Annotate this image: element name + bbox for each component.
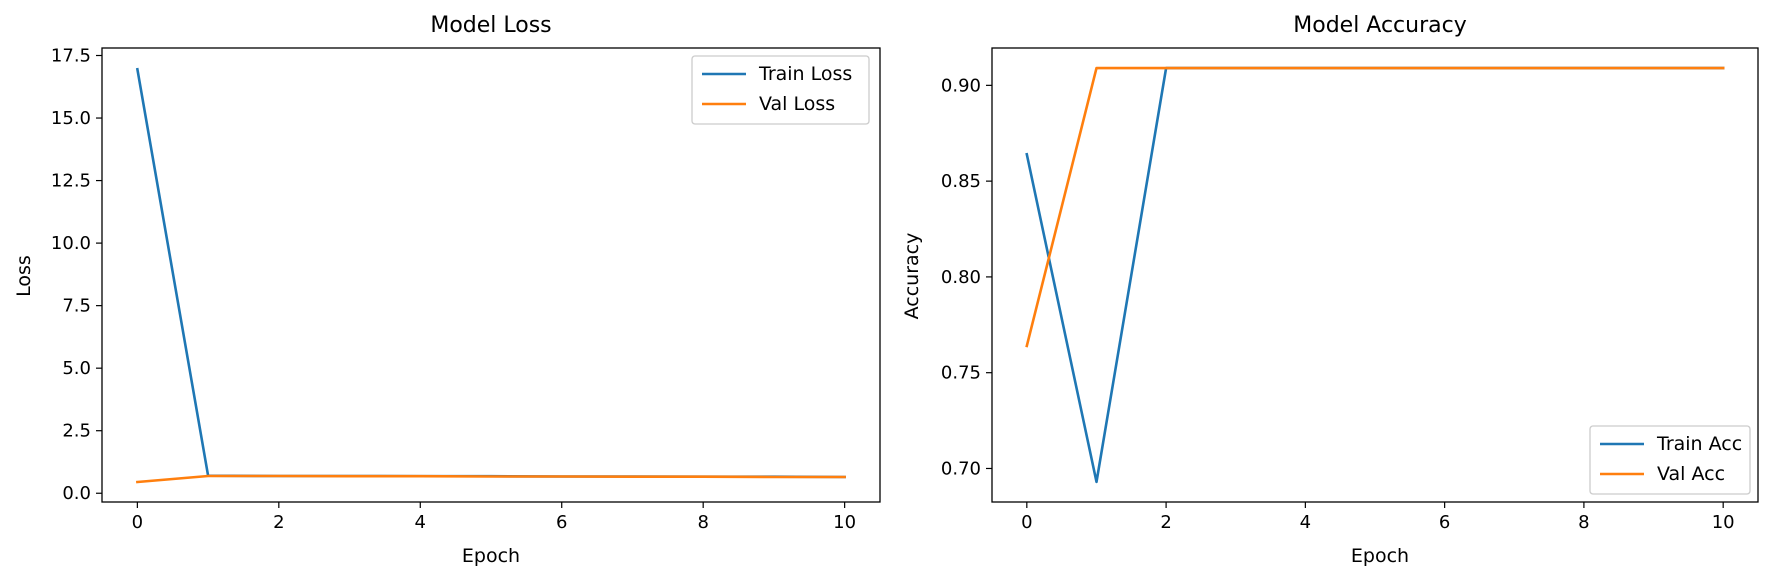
- accuracy-x-tick-label: 6: [1439, 512, 1450, 533]
- accuracy-x-tick-label: 0: [1021, 512, 1032, 533]
- accuracy-y-tick-label: 0.80: [941, 267, 981, 288]
- accuracy-x-tick-label: 2: [1160, 512, 1171, 533]
- loss-y-tick-label: 10.0: [51, 233, 91, 254]
- loss-x-tick-label: 8: [697, 512, 708, 533]
- accuracy-x-tick-label: 4: [1300, 512, 1311, 533]
- accuracy-x-axis-label: Epoch: [1351, 545, 1409, 567]
- accuracy-series: [1025, 66, 1725, 484]
- loss-plot-frame: [101, 47, 881, 503]
- accuracy-plot-frame: [991, 47, 1759, 503]
- loss-x-tick-label: 4: [415, 512, 426, 533]
- legend-label-val-loss: Val Loss: [759, 93, 835, 115]
- accuracy-chart-title: Model Accuracy: [1293, 13, 1467, 38]
- accuracy-legend: Train Acc Val Acc: [1589, 425, 1751, 495]
- accuracy-y-tick-label: 0.75: [941, 363, 981, 384]
- series-line-val-acc: [1025, 66, 1725, 348]
- accuracy-y-tick-label: 0.90: [941, 75, 981, 96]
- loss-x-ticks: 0 2 4 6 8 10: [132, 502, 856, 533]
- loss-y-axis-label: Loss: [13, 255, 35, 297]
- accuracy-x-ticks: 0 2 4 6 8 10: [1021, 502, 1735, 533]
- loss-y-tick-label: 5.0: [62, 358, 91, 379]
- series-line-val-loss: [135, 474, 846, 484]
- loss-y-tick-label: 2.5: [62, 421, 91, 442]
- accuracy-y-axis-label: Accuracy: [901, 233, 923, 320]
- accuracy-y-tick-label: 0.70: [941, 458, 981, 479]
- accuracy-chart: Model Accuracy Epoch Accuracy 0 2 4 6 8 10 0.…: [901, 13, 1759, 567]
- loss-legend: Train Loss Val Loss: [691, 55, 870, 125]
- loss-y-tick-label: 12.5: [51, 171, 91, 192]
- legend-label-train-loss: Train Loss: [758, 63, 852, 85]
- accuracy-x-tick-label: 10: [1712, 512, 1735, 533]
- legend-label-val-acc: Val Acc: [1657, 463, 1725, 485]
- loss-y-tick-label: 17.5: [51, 46, 91, 67]
- accuracy-x-tick-label: 8: [1578, 512, 1589, 533]
- accuracy-y-ticks: 0.70 0.75 0.80 0.85 0.90: [941, 75, 992, 479]
- loss-x-axis-label: Epoch: [462, 545, 520, 567]
- loss-y-tick-label: 0.0: [62, 483, 91, 504]
- loss-x-tick-label: 6: [556, 512, 567, 533]
- loss-chart-title: Model Loss: [430, 13, 551, 38]
- loss-y-tick-label: 15.0: [51, 108, 91, 129]
- accuracy-y-tick-label: 0.85: [941, 171, 981, 192]
- loss-y-ticks: 0.0 2.5 5.0 7.5 10.0 12.5 15.0 17.5: [51, 46, 102, 504]
- legend-label-train-acc: Train Acc: [1656, 433, 1742, 455]
- loss-chart: Model Loss Epoch Loss 0 2 4 6 8 10 0.0 2.5 5.0 7…: [13, 13, 881, 567]
- loss-x-tick-label: 10: [833, 512, 856, 533]
- loss-y-tick-label: 7.5: [62, 296, 91, 317]
- loss-x-tick-label: 2: [273, 512, 284, 533]
- loss-x-tick-label: 0: [132, 512, 143, 533]
- loss-series: [135, 67, 846, 484]
